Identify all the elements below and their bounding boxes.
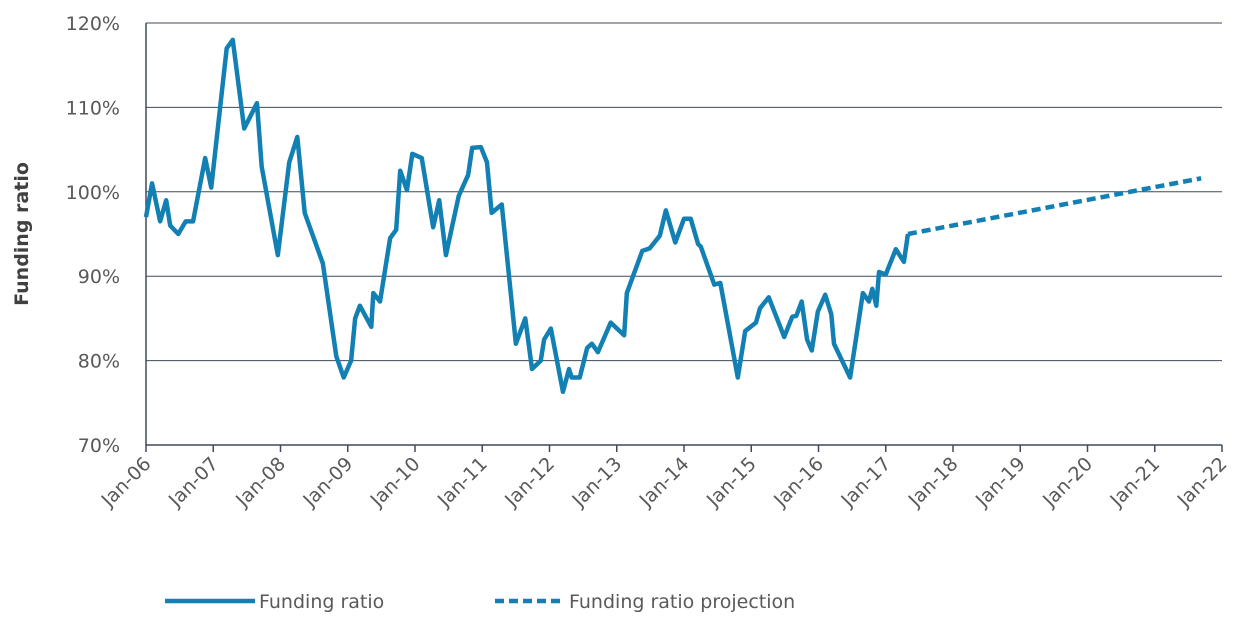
x-tick-label: Jan-21 (1105, 453, 1164, 512)
y-tick-label: 100% (66, 182, 120, 204)
x-tick-label: Jan-09 (298, 453, 357, 512)
legend-label: Funding ratio projection (569, 591, 795, 613)
x-tick-label: Jan-11 (433, 453, 492, 512)
y-tick-label: 80% (78, 351, 120, 373)
x-tick-label: Jan-07 (164, 453, 223, 512)
y-tick-label: 90% (78, 266, 120, 288)
x-tick-label: Jan-20 (1038, 453, 1097, 512)
data-line (907, 176, 1202, 237)
x-tick-label: Jan-15 (702, 453, 761, 512)
x-tick-label: Jan-13 (567, 453, 626, 512)
x-tick-label: Jan-10 (366, 453, 425, 512)
y-tick-label: 110% (66, 97, 120, 119)
y-tick-label: 70% (78, 435, 120, 457)
x-tick-label: Jan-14 (635, 453, 694, 512)
x-tick-label: Jan-17 (836, 453, 895, 512)
legend-label: Funding ratio (259, 591, 384, 613)
x-tick-label: Jan-08 (231, 453, 290, 512)
y-tick-label: 120% (66, 13, 120, 35)
x-tick-label: Jan-16 (769, 453, 828, 512)
x-tick-label: Jan-18 (904, 453, 963, 512)
x-tick-label: Jan-06 (97, 453, 156, 512)
x-tick-label: Jan-12 (500, 453, 559, 512)
data-line (143, 37, 911, 395)
x-tick-label: Jan-19 (971, 453, 1030, 512)
y-axis-label: Funding ratio (11, 162, 33, 306)
x-tick-label: Jan-22 (1173, 453, 1232, 512)
